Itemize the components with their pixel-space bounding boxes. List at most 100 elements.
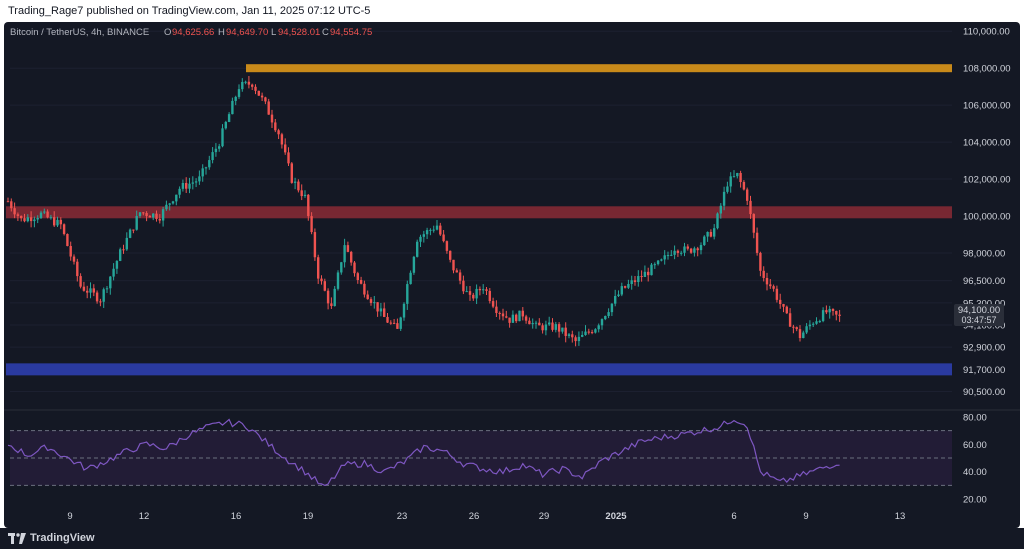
rsi-tick-label: 40.00 — [963, 467, 987, 478]
candle — [6, 197, 10, 203]
candle — [465, 286, 468, 293]
candle — [439, 222, 442, 236]
legend-symbol: Bitcoin / TetherUS, 4h, BINANCE — [10, 27, 149, 38]
candle — [29, 211, 33, 228]
candle — [452, 259, 455, 274]
candle — [346, 241, 350, 253]
price-tick-label: 92,900.00 — [963, 343, 1005, 354]
candle — [696, 246, 699, 257]
candle — [495, 300, 498, 317]
current-price-label: 94,100.00 — [958, 305, 1000, 316]
legend-high-value: 94,649.70 — [226, 27, 268, 38]
chart-panel[interactable]: 110,000.00 108,000.00 106,000.00 104,000.00… — [4, 22, 1020, 528]
candle — [132, 229, 135, 234]
candle — [798, 325, 802, 342]
price-tick-label: 100,000.00 — [963, 212, 1011, 223]
time-tick-label: 23 — [397, 511, 408, 522]
candle — [518, 310, 521, 322]
candle — [227, 112, 231, 123]
time-tick-label: 9 — [67, 511, 72, 522]
rsi-line — [7, 418, 840, 487]
candle — [650, 262, 653, 276]
candle — [122, 244, 125, 254]
candle — [604, 315, 607, 321]
candle — [277, 128, 280, 140]
candle — [99, 298, 102, 307]
horizontal-levels[interactable] — [6, 64, 952, 376]
price-tick-label: 102,000.00 — [963, 175, 1011, 186]
candle — [128, 228, 132, 239]
rsi-axis[interactable]: 80.00 60.00 40.00 20.00 — [963, 412, 987, 505]
candle — [175, 194, 178, 206]
candle — [709, 229, 713, 238]
resistance-zone[interactable] — [6, 206, 952, 219]
candle — [531, 318, 534, 329]
candle — [769, 279, 772, 289]
candle — [333, 285, 336, 307]
candle — [26, 214, 29, 223]
candle — [188, 177, 191, 194]
candle — [455, 268, 458, 273]
candle — [270, 109, 274, 128]
time-axis[interactable]: 9 12 16 19 23 26 29 2025 6 9 13 — [67, 511, 905, 522]
candle — [33, 216, 36, 228]
candle — [148, 214, 152, 218]
candle — [656, 260, 660, 266]
candle — [729, 172, 732, 193]
candle — [264, 96, 267, 105]
candle — [821, 307, 825, 323]
candle — [422, 230, 425, 243]
legend-open-label: O — [164, 27, 171, 38]
candle — [544, 320, 548, 336]
candle — [458, 269, 462, 285]
candle — [617, 290, 620, 297]
candle — [686, 244, 689, 251]
candle — [310, 212, 313, 235]
candle — [660, 258, 663, 262]
candle — [571, 330, 574, 343]
candle — [614, 289, 617, 307]
candle — [317, 254, 320, 284]
symbol-legend: Bitcoin / TetherUS, 4h, BINANCE O 94,625… — [10, 27, 372, 38]
tradingview-logo[interactable]: TradingView — [8, 532, 95, 544]
candle — [828, 305, 831, 319]
candle — [247, 75, 251, 89]
price-tick-label: 90,500.00 — [963, 387, 1005, 398]
price-chart[interactable]: 110,000.00 108,000.00 106,000.00 104,000.00… — [4, 22, 1020, 528]
candle — [62, 223, 66, 236]
support-zone[interactable] — [6, 363, 952, 376]
candle — [706, 231, 709, 242]
rsi-tick-label: 60.00 — [963, 440, 987, 451]
candle — [20, 215, 23, 222]
candle — [561, 327, 564, 334]
candle — [739, 170, 742, 188]
candle — [838, 309, 841, 322]
legend-open-value: 94,625.66 — [172, 27, 214, 38]
candle — [135, 210, 138, 231]
legend-close-label: C — [322, 27, 329, 38]
candle — [792, 324, 795, 334]
candle — [102, 287, 105, 308]
resistance-zone[interactable] — [246, 64, 952, 73]
candle — [491, 297, 495, 309]
candle — [683, 242, 686, 257]
candle — [39, 210, 43, 220]
bar-countdown: 03:47:57 — [961, 315, 996, 325]
candle — [386, 312, 389, 324]
candle — [693, 246, 696, 257]
candle — [818, 319, 821, 324]
candle — [581, 331, 584, 338]
price-tick-label: 94,100.00 — [963, 321, 1005, 332]
candle — [79, 273, 82, 289]
time-tick-label: 13 — [895, 511, 906, 522]
candle — [633, 276, 637, 286]
candle — [237, 84, 241, 99]
candle — [363, 280, 366, 298]
candle — [732, 170, 736, 178]
price-axis[interactable]: 110,000.00 108,000.00 106,000.00 104,000.00… — [963, 27, 1011, 398]
candle — [303, 190, 307, 198]
candle — [554, 321, 557, 333]
candle — [640, 270, 643, 282]
candle — [109, 276, 112, 295]
candle — [56, 216, 59, 227]
